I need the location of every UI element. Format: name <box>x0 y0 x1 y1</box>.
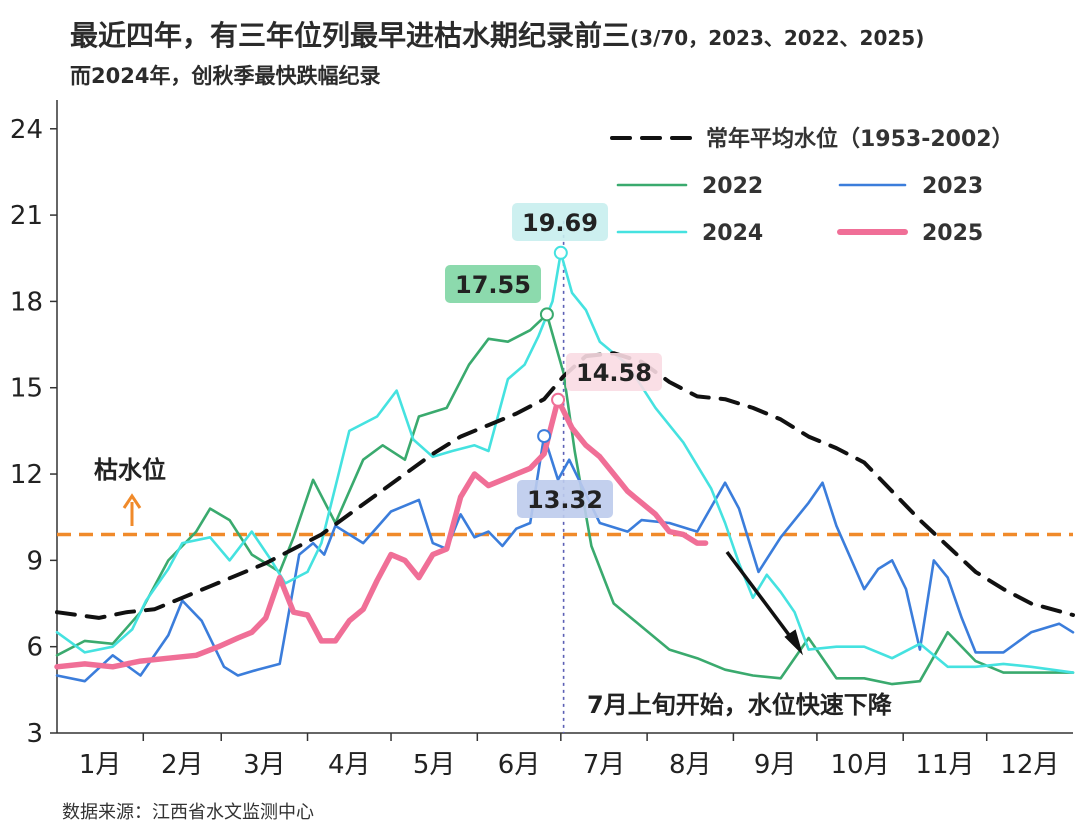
axis-layer: 3 6 9 12 15 18 21 24 1月 2月 3月 4月 5月 6月 7月 8月 9月 10月 11月 12月 <box>10 100 1073 780</box>
peak-label-box-2023 <box>517 480 613 518</box>
peak-marker-2022 <box>539 307 554 322</box>
peak-label-2024: 19.69 <box>522 209 598 237</box>
legend-label-2024: 2024 <box>702 221 763 246</box>
x-tick-label: 1月 <box>79 750 122 780</box>
x-tick-label: 7月 <box>583 750 626 780</box>
annotation-layer: 19.69 17.55 14.58 13.32 枯水位 7月上旬开始，水位快速下降 <box>94 203 893 719</box>
series-line-2022 <box>55 313 1075 686</box>
chart-title: 最近四年，有三年位列最早进枯水期纪录前三(3/70，2023、2022、2025… <box>70 14 924 54</box>
series-line-2023 <box>55 434 1075 683</box>
series-line-2024 <box>55 251 1075 674</box>
peak-marker-2024 <box>553 245 568 260</box>
chart-title-suffix: (3/70，2023、2022、2025) <box>630 26 925 50</box>
dry-level-arrow-head <box>122 493 142 509</box>
x-tick-label: 12月 <box>1000 750 1059 780</box>
series-layer <box>54 251 1075 686</box>
x-tick-label: 3月 <box>243 750 286 780</box>
peak-label-box-2022 <box>445 265 541 303</box>
peak-label-2023: 13.32 <box>527 486 603 514</box>
series-line-avg <box>55 351 1075 620</box>
y-tick-label: 12 <box>10 460 43 490</box>
decline-arrow-head <box>784 629 804 656</box>
y-tick-label: 3 <box>26 719 43 749</box>
y-tick-label: 18 <box>10 287 43 317</box>
y-tick-label: 15 <box>10 374 43 404</box>
y-tick-label: 9 <box>26 546 43 576</box>
peak-label-box-2024 <box>512 203 608 241</box>
decline-note: 7月上旬开始，水位快速下降 <box>587 691 893 719</box>
peak-label-box-2025 <box>566 353 662 391</box>
reference-lines <box>57 220 1073 733</box>
peak-label-2025: 14.58 <box>576 359 652 387</box>
legend-label-avg: 常年平均水位（1953-2002） <box>706 126 1014 152</box>
legend-label-2025: 2025 <box>922 221 983 246</box>
x-tick-label: 11月 <box>915 750 974 780</box>
x-tick-label: 8月 <box>669 750 712 780</box>
y-tick-label: 21 <box>10 201 43 231</box>
decline-arrow-shaft <box>725 550 797 645</box>
x-tick-label: 6月 <box>498 750 541 780</box>
x-tick-label: 9月 <box>754 750 797 780</box>
y-tick-label: 24 <box>10 115 43 145</box>
data-source-note: 数据来源：江西省水文监测中心 <box>62 802 314 823</box>
x-tick-label: 5月 <box>413 750 456 780</box>
legend-label-2023: 2023 <box>922 174 983 199</box>
x-tick-label: 10月 <box>831 750 890 780</box>
peak-marker-2025 <box>551 392 566 407</box>
chart-subtitle: 而2024年，创秋季最快跌幅纪录 <box>70 64 381 88</box>
x-tick-label: 2月 <box>161 750 204 780</box>
series-line-2025 <box>54 397 709 670</box>
x-tick-label: 4月 <box>328 750 371 780</box>
peak-marker-2023 <box>537 429 552 444</box>
peak-label-2022: 17.55 <box>455 271 531 299</box>
dry-level-label: 枯水位 <box>94 456 166 484</box>
y-tick-label: 6 <box>26 633 43 663</box>
chart-title-main: 最近四年，有三年位列最早进枯水期纪录前三 <box>70 19 631 52</box>
legend: 常年平均水位（1953-2002） 2022 2023 2024 2025 <box>610 126 1014 246</box>
legend-label-2022: 2022 <box>702 174 763 199</box>
